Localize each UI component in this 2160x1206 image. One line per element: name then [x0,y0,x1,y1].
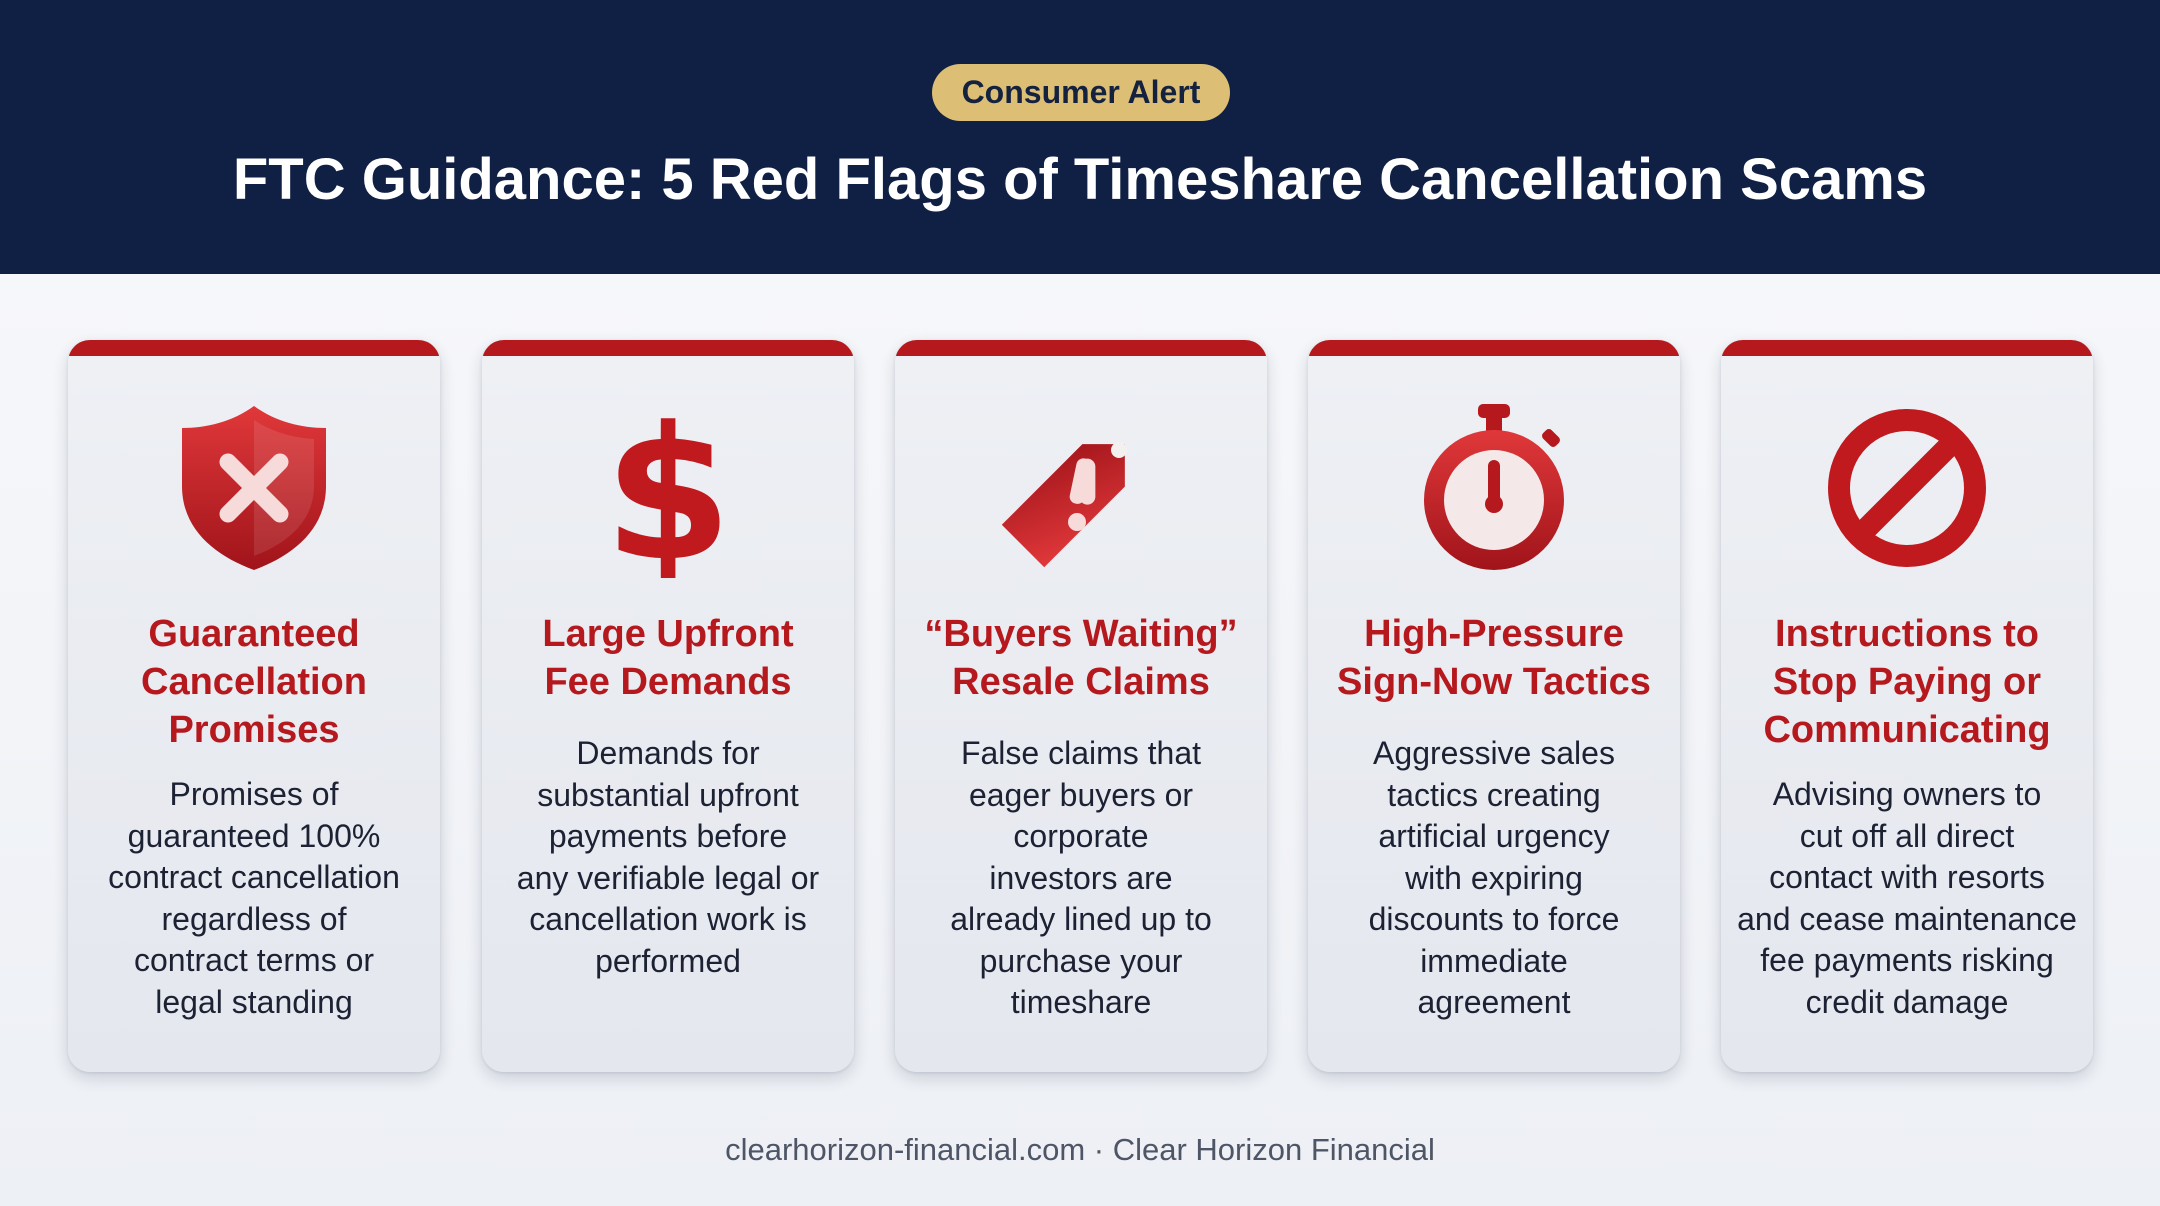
header-banner: Consumer Alert FTC Guidance: 5 Red Flags… [0,0,2160,274]
card-accent-bar [1308,340,1680,356]
footer-credit: clearhorizon-financial.com · Clear Horiz… [725,1132,1435,1167]
card-accent-bar [1721,340,2093,356]
card-description: Promises of guaranteed 100% contract can… [108,776,400,1020]
dollar-sign-icon: $ [604,398,732,578]
card-description: False claims that eager buyers or corpor… [950,735,1212,1020]
card-title: High-Pressure Sign-Now Tactics [1337,613,1651,703]
red-flag-card-guaranteed-cancellation: Guaranteed Cancellation Promises Promise… [68,340,440,1072]
card-description: Aggressive sales tactics creating artifi… [1368,735,1620,1020]
consumer-alert-badge: Consumer Alert [932,64,1230,121]
card-title: Guaranteed Cancellation Promises [141,613,367,751]
red-flag-card-high-pressure: High-Pressure Sign-Now Tactics Aggressiv… [1308,340,1680,1072]
red-flag-card-buyers-waiting: “Buyers Waiting” Resale Claims False cla… [895,340,1267,1072]
card-description: Advising owners to cut off all direct co… [1737,776,2077,1020]
card-title: Large Upfront Fee Demands [542,613,794,703]
shield-x-icon [182,406,326,570]
card-title: “Buyers Waiting” Resale Claims [924,613,1238,703]
card-description: Demands for substantial upfront payments… [516,735,820,979]
card-accent-bar [895,340,1267,356]
card-title: Instructions to Stop Paying or Communica… [1763,613,2051,751]
card-accent-bar [482,340,854,356]
prohibited-icon [1828,409,1986,567]
red-flag-card-stop-paying: Instructions to Stop Paying or Communica… [1721,340,2093,1072]
stopwatch-icon [1424,404,1564,570]
price-tag-alert-icon [1001,442,1127,568]
red-flag-card-upfront-fees: $ Large Upfront Fee Demands Demands for … [482,340,854,1072]
card-accent-bar [68,340,440,356]
svg-text:$: $ [604,398,732,578]
page-title: FTC Guidance: 5 Red Flags of Timeshare C… [232,147,1928,212]
